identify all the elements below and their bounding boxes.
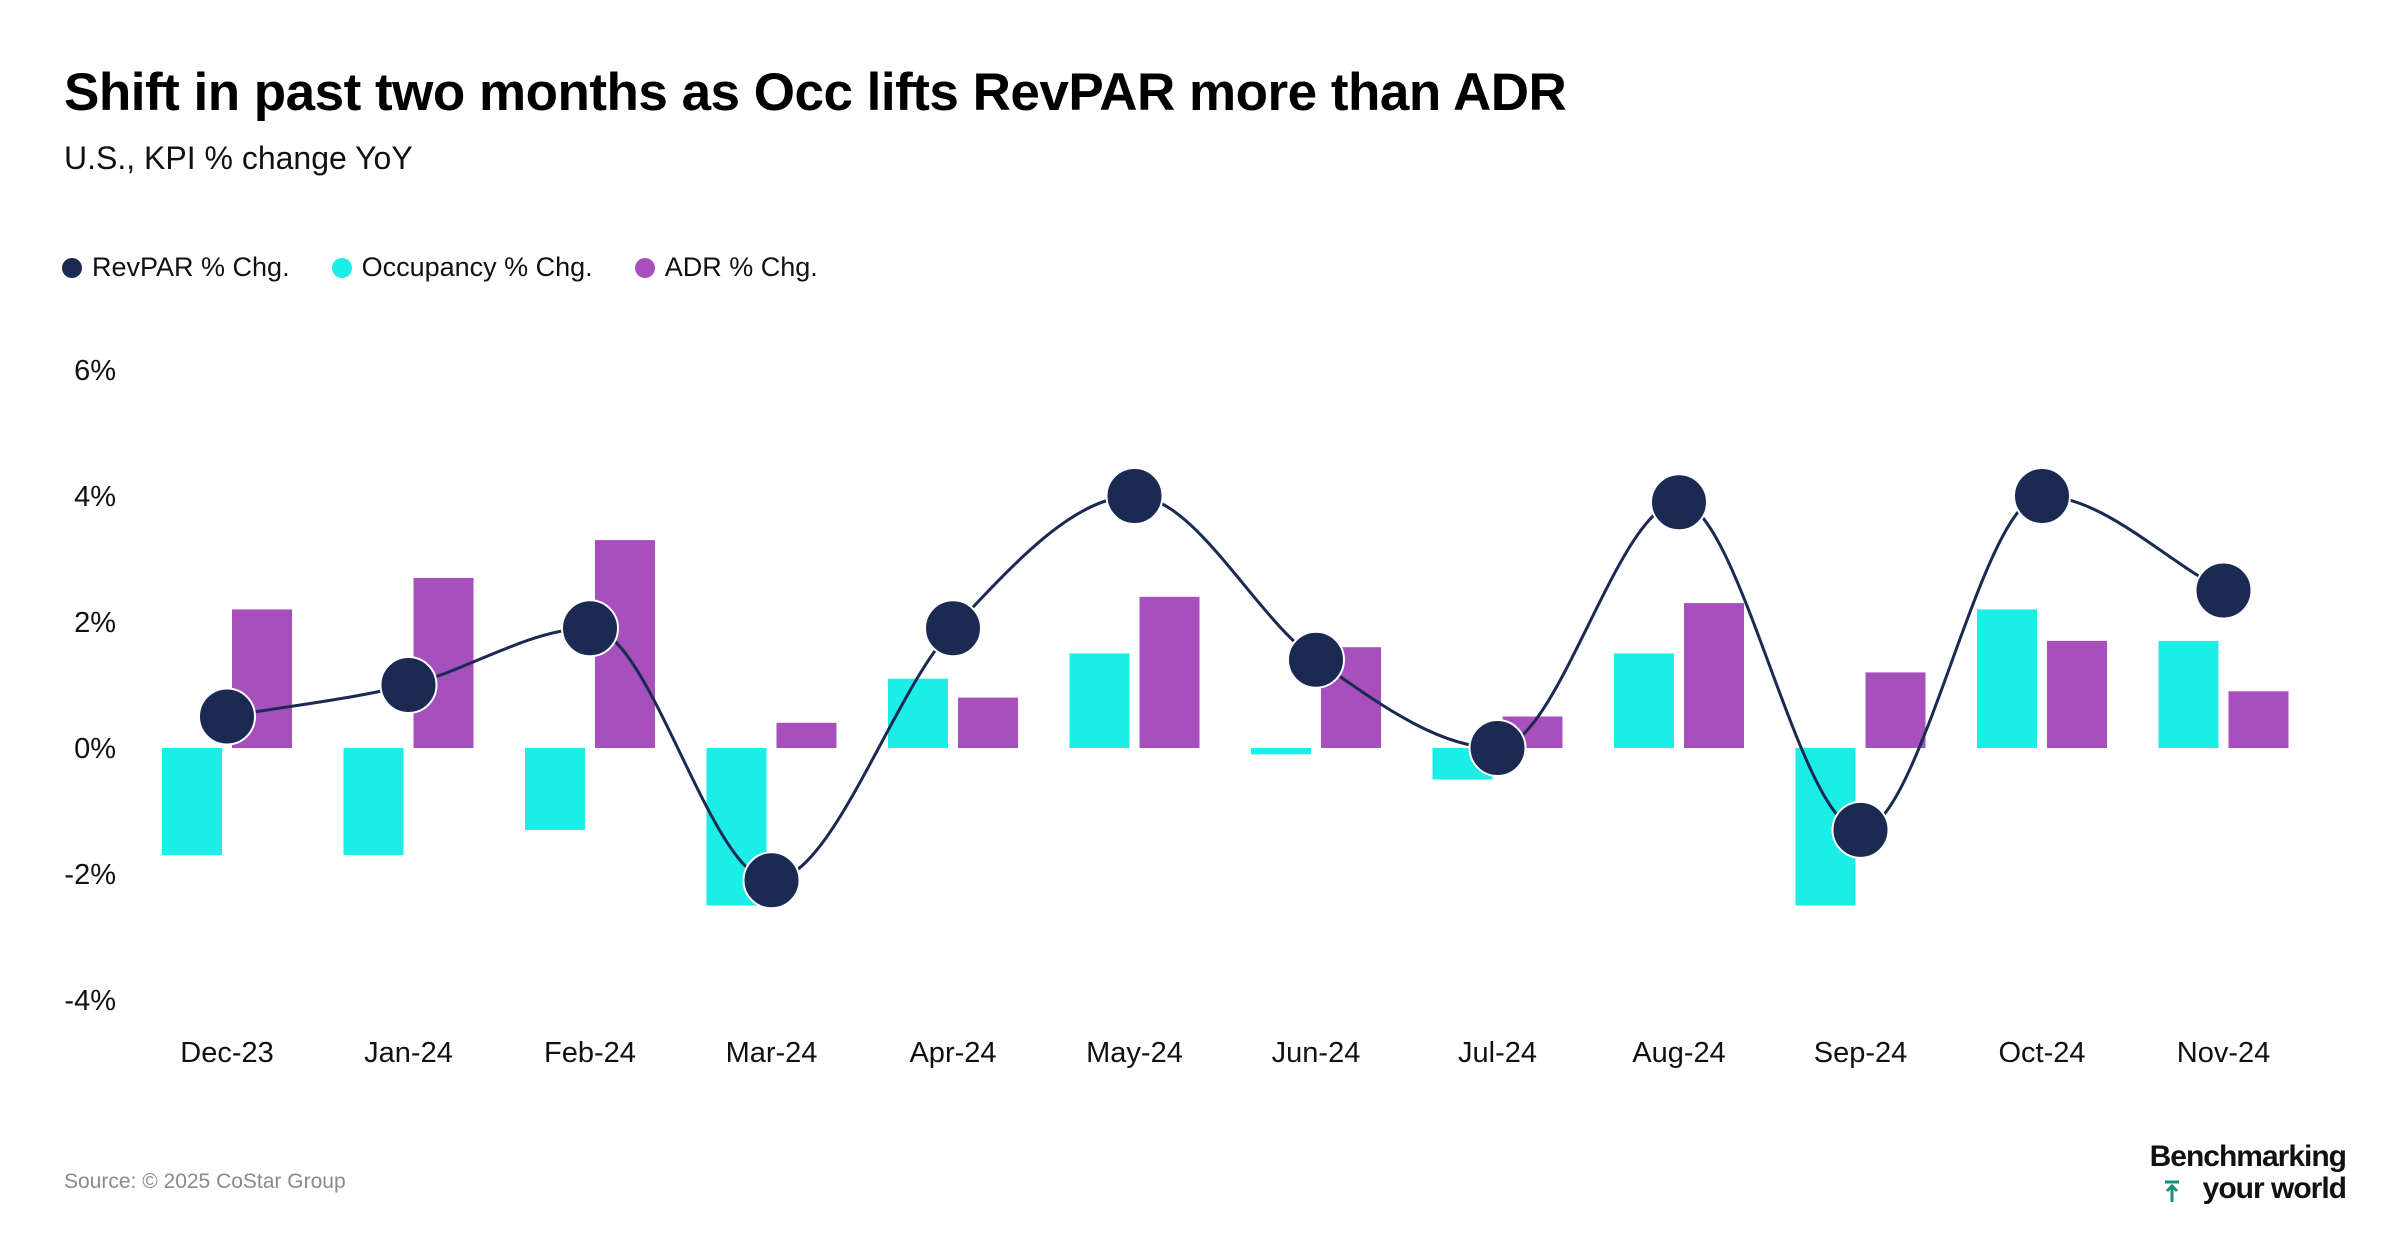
chart-legend: RevPAR % Chg. Occupancy % Chg. ADR % Chg… <box>62 252 860 283</box>
y-tick-label: -4% <box>64 985 116 1017</box>
revpar-point <box>1468 719 1527 777</box>
y-tick-label: 6% <box>74 355 116 387</box>
x-tick-label: Jun-24 <box>1272 1037 1361 1069</box>
revpar-point <box>1831 800 1890 859</box>
legend-item-occupancy[interactable]: Occupancy % Chg. <box>331 252 593 283</box>
y-tick-label: 0% <box>74 733 116 765</box>
revpar-point <box>2013 467 2071 525</box>
brand-logo: Benchmarking your world <box>2150 1140 2348 1210</box>
occupancy-bar <box>2158 640 2219 748</box>
adr-bar <box>1865 672 1926 748</box>
y-tick-label: 4% <box>74 481 116 513</box>
adr-bar <box>2047 640 2107 748</box>
adr-bar <box>2228 691 2289 748</box>
x-tick-label: Oct-24 <box>1998 1037 2085 1069</box>
occupancy-bar <box>343 748 404 856</box>
x-tick-label: Jul-24 <box>1458 1037 1537 1069</box>
adr-bar <box>1684 603 1744 748</box>
x-tick-label: Mar-24 <box>726 1037 818 1069</box>
chart-subtitle: U.S., KPI % change YoY <box>64 140 413 176</box>
occupancy-bar <box>1069 653 1130 748</box>
legend-swatch-occupancy <box>331 257 352 278</box>
revpar-point <box>2194 561 2253 620</box>
y-tick-label: -2% <box>64 859 116 891</box>
revpar-point <box>924 599 982 658</box>
legend-item-adr[interactable]: ADR % Chg. <box>634 252 818 283</box>
brand-line1: Benchmarking <box>2149 1140 2347 1173</box>
occupancy-bar <box>162 748 222 856</box>
legend-label-occupancy: Occupancy % Chg. <box>361 252 593 282</box>
occupancy-bar <box>1977 609 2037 748</box>
x-tick-label: Aug-24 <box>1632 1037 1726 1069</box>
adr-bar <box>776 722 837 748</box>
brand-line2: your world <box>2202 1172 2347 1205</box>
x-tick-label: Jan-24 <box>364 1037 453 1069</box>
legend-swatch-adr <box>634 257 655 278</box>
revpar-point <box>1287 630 1345 689</box>
x-tick-label: Sep-24 <box>1814 1037 1908 1069</box>
x-tick-label: Feb-24 <box>544 1037 636 1069</box>
revpar-point <box>561 599 619 658</box>
up-arrow-icon <box>2165 1180 2179 1202</box>
adr-bar <box>958 697 1018 748</box>
adr-bar <box>1139 596 1200 748</box>
revpar-point <box>742 851 801 910</box>
x-tick-label: Nov-24 <box>2177 1037 2271 1069</box>
occupancy-bar <box>1251 748 1311 755</box>
chart-title: Shift in past two months as Occ lifts Re… <box>64 63 1567 122</box>
x-tick-label: May-24 <box>1086 1037 1183 1069</box>
x-tick-label: Dec-23 <box>180 1037 274 1069</box>
revpar-point <box>1650 473 1708 532</box>
legend-item-revpar[interactable]: RevPAR % Chg. <box>62 252 290 283</box>
revpar-point <box>379 656 438 714</box>
legend-label-revpar: RevPAR % Chg. <box>92 252 290 282</box>
legend-swatch-revpar <box>62 257 82 278</box>
revpar-point <box>198 687 256 746</box>
occupancy-bar <box>525 748 585 830</box>
legend-label-adr: ADR % Chg. <box>664 252 818 282</box>
x-tick-label: Apr-24 <box>909 1037 996 1069</box>
occupancy-bar <box>1614 653 1674 748</box>
source-note: Source: © 2025 CoStar Group <box>64 1170 346 1193</box>
revpar-point <box>1105 467 1164 525</box>
y-tick-label: 2% <box>74 607 116 639</box>
